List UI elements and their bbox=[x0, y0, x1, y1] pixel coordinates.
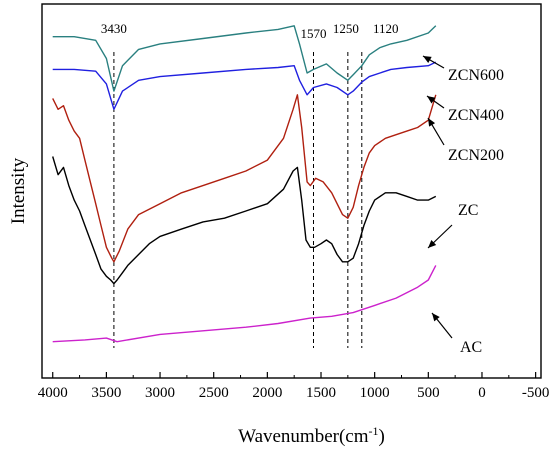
series-arrow-head bbox=[427, 96, 436, 104]
x-tick-label: 3000 bbox=[145, 385, 175, 401]
x-tick-label: 1500 bbox=[306, 385, 336, 401]
x-axis-title-suffix: ) bbox=[379, 426, 385, 447]
x-tick-label: 4000 bbox=[38, 385, 68, 401]
x-tick-label: 1000 bbox=[360, 385, 390, 401]
x-tick-label: 2000 bbox=[252, 385, 282, 401]
y-axis-title: Intensity bbox=[8, 157, 29, 224]
peak-label: 3430 bbox=[101, 21, 127, 36]
series-label-zcn400: ZCN400 bbox=[448, 107, 504, 124]
series-arrow-head bbox=[428, 118, 436, 127]
x-tick-label: 3500 bbox=[91, 385, 121, 401]
x-tick-label: 0 bbox=[478, 385, 486, 401]
x-tick-label: -500 bbox=[522, 385, 550, 401]
series-line-ac bbox=[52, 265, 437, 343]
series-line-zc bbox=[52, 156, 437, 285]
series-line-zcn200 bbox=[52, 94, 437, 263]
peak-label: 1250 bbox=[333, 21, 359, 36]
series-line-zcn600 bbox=[52, 25, 437, 92]
series-arrow-head bbox=[432, 313, 440, 322]
x-axis-title-superscript: -1 bbox=[369, 424, 379, 438]
series-label-ac: AC bbox=[460, 339, 482, 356]
series-line-zcn400 bbox=[52, 61, 437, 111]
series-label-zc: ZC bbox=[458, 202, 478, 219]
series-label-zcn600: ZCN600 bbox=[448, 67, 504, 84]
peak-label: 1570 bbox=[300, 26, 326, 41]
peak-label: 1120 bbox=[373, 21, 399, 36]
plot-frame bbox=[41, 3, 542, 379]
x-tick-label: 2500 bbox=[199, 385, 229, 401]
chart-marks: 4000 3500 3000 2500 2000 1500 1000 500 0 -500 Wave… bbox=[8, 3, 550, 447]
x-tick-label: 500 bbox=[417, 385, 440, 401]
series-arrow-head bbox=[428, 239, 437, 248]
x-axis-title: Wavenumber(cm-1) bbox=[238, 424, 385, 447]
series-label-zcn200: ZCN200 bbox=[448, 147, 504, 164]
series-arrow-head bbox=[423, 56, 432, 64]
